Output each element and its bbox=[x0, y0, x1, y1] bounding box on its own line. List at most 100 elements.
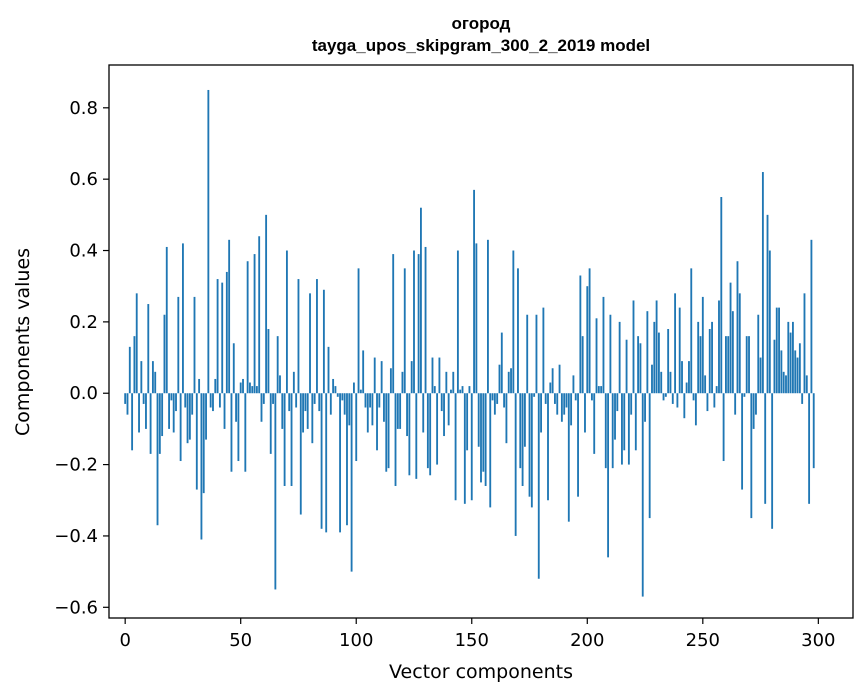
y-tick-label: −0.2 bbox=[54, 455, 98, 476]
bar bbox=[392, 254, 395, 394]
bar bbox=[503, 393, 506, 408]
bar-series bbox=[124, 89, 815, 597]
bar bbox=[223, 393, 226, 429]
bar bbox=[383, 393, 385, 422]
bar bbox=[353, 382, 355, 394]
bar bbox=[161, 393, 164, 437]
bar bbox=[542, 307, 545, 394]
x-axis-label: Vector components bbox=[389, 661, 573, 683]
bar bbox=[738, 293, 741, 394]
y-axis-label: Components values bbox=[12, 248, 34, 436]
bar bbox=[755, 393, 757, 415]
bar bbox=[567, 393, 570, 522]
bar bbox=[339, 393, 341, 533]
bar bbox=[297, 279, 300, 394]
bar bbox=[768, 250, 771, 394]
bar bbox=[158, 393, 161, 454]
bar bbox=[209, 393, 212, 408]
bar bbox=[771, 393, 774, 529]
bar bbox=[177, 296, 180, 394]
bar bbox=[385, 393, 388, 472]
bar bbox=[244, 393, 247, 472]
bar bbox=[787, 321, 790, 394]
bar bbox=[493, 393, 496, 415]
bar bbox=[646, 311, 649, 394]
bar bbox=[470, 393, 473, 501]
bar bbox=[514, 393, 517, 536]
bar bbox=[452, 371, 455, 394]
bar bbox=[410, 361, 413, 394]
bar bbox=[662, 393, 665, 401]
bar bbox=[295, 393, 298, 408]
bar bbox=[279, 375, 281, 394]
chart-title: огород bbox=[452, 14, 511, 33]
bar bbox=[697, 321, 700, 394]
y-tick-label: −0.4 bbox=[54, 526, 98, 547]
bar bbox=[260, 393, 263, 422]
bar bbox=[322, 289, 325, 394]
bar bbox=[713, 393, 716, 408]
x-tick-label: 250 bbox=[686, 630, 720, 651]
bar bbox=[484, 393, 487, 486]
bar bbox=[637, 336, 640, 394]
bar bbox=[588, 268, 591, 394]
bar bbox=[276, 336, 279, 394]
bar bbox=[547, 393, 549, 501]
bar bbox=[126, 393, 129, 415]
bar bbox=[517, 268, 519, 394]
bar bbox=[269, 393, 272, 454]
bar bbox=[690, 268, 693, 394]
bar bbox=[184, 393, 187, 408]
bar bbox=[780, 350, 783, 394]
bar bbox=[597, 386, 600, 394]
bar bbox=[212, 393, 214, 412]
bar bbox=[579, 275, 582, 394]
bar bbox=[239, 382, 242, 394]
bar bbox=[759, 357, 762, 394]
bar bbox=[135, 293, 138, 394]
bar bbox=[285, 250, 288, 394]
bar bbox=[711, 321, 713, 394]
bar bbox=[399, 393, 402, 429]
bar bbox=[764, 393, 767, 504]
bar bbox=[429, 393, 432, 476]
bar bbox=[639, 343, 642, 394]
bar bbox=[782, 371, 785, 394]
bar bbox=[602, 296, 605, 394]
bar bbox=[281, 393, 284, 429]
bar bbox=[302, 393, 305, 433]
bar bbox=[413, 250, 415, 394]
bar bbox=[228, 239, 231, 394]
bar bbox=[796, 357, 799, 394]
bar bbox=[722, 393, 725, 462]
bar bbox=[327, 346, 330, 394]
bar bbox=[316, 279, 318, 394]
bar bbox=[258, 236, 261, 394]
bar bbox=[648, 393, 651, 519]
bar bbox=[355, 393, 358, 462]
bar bbox=[369, 393, 372, 408]
bar bbox=[232, 343, 235, 394]
bar bbox=[396, 393, 399, 429]
bar bbox=[595, 318, 598, 394]
bar bbox=[731, 311, 734, 394]
bar bbox=[225, 271, 228, 394]
bar bbox=[214, 378, 217, 394]
bar bbox=[350, 393, 353, 572]
bar bbox=[450, 389, 452, 394]
bar bbox=[149, 393, 152, 454]
bar bbox=[810, 239, 813, 394]
bar bbox=[376, 393, 378, 451]
bar bbox=[417, 254, 420, 394]
bar bbox=[491, 393, 494, 401]
bar bbox=[357, 268, 360, 394]
bar bbox=[170, 393, 173, 401]
bar bbox=[653, 321, 656, 394]
bar bbox=[341, 393, 344, 401]
bar bbox=[701, 296, 704, 394]
bar bbox=[186, 393, 189, 444]
bar bbox=[743, 393, 746, 397]
bar bbox=[526, 314, 529, 394]
bar bbox=[729, 282, 732, 394]
